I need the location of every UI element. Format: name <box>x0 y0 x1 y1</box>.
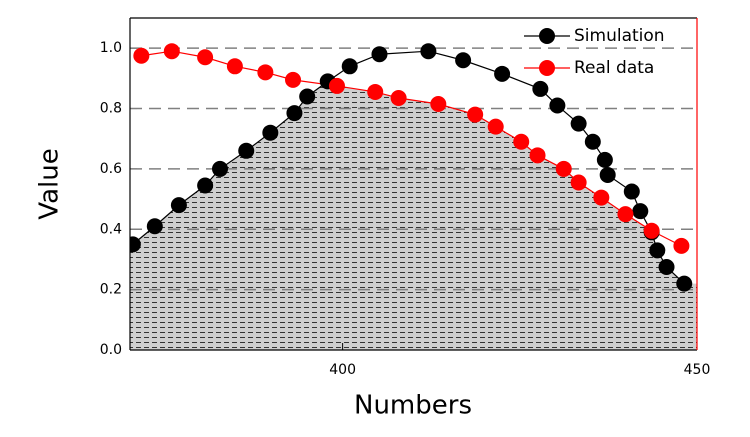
data-point <box>371 46 388 63</box>
data-point <box>262 124 279 141</box>
legend-marker <box>539 28 555 44</box>
data-point <box>676 275 693 292</box>
data-point <box>430 96 447 113</box>
x-axis-title: Numbers <box>354 391 472 421</box>
data-point <box>467 106 484 123</box>
y-tick-label: 0.6 <box>100 161 122 177</box>
legend-label: Simulation <box>574 26 665 46</box>
y-tick-label: 1.0 <box>100 40 122 56</box>
data-point <box>257 64 274 81</box>
data-point <box>570 115 587 132</box>
y-tick-label: 0.8 <box>100 101 122 117</box>
data-point <box>532 80 549 97</box>
data-point <box>285 71 302 88</box>
data-point <box>658 259 675 275</box>
data-point <box>673 237 690 254</box>
y-axis-title: Value <box>35 148 65 219</box>
data-point <box>226 58 243 75</box>
data-point <box>555 160 572 177</box>
data-point <box>599 166 616 183</box>
data-point <box>593 189 610 206</box>
data-point <box>197 49 214 66</box>
data-point <box>130 236 141 253</box>
legend-label: Real data <box>574 58 654 78</box>
y-tick-label: 0.0 <box>100 342 122 358</box>
data-point <box>649 242 666 259</box>
data-point <box>328 77 345 94</box>
x-tick-label: 400 <box>329 362 356 378</box>
x-tick-label: 450 <box>684 362 711 378</box>
data-point <box>197 177 214 194</box>
data-point <box>487 118 504 135</box>
data-point <box>529 147 546 164</box>
data-point <box>596 151 613 168</box>
data-point <box>643 222 660 239</box>
data-point <box>299 88 316 105</box>
data-point <box>341 58 358 75</box>
overlap-area <box>130 84 697 350</box>
y-tick-label: 0.4 <box>100 221 122 237</box>
data-point <box>494 65 511 82</box>
data-point <box>286 105 303 122</box>
data-point <box>570 174 587 191</box>
data-point <box>133 47 150 64</box>
legend-marker <box>539 60 555 76</box>
data-point <box>170 197 187 214</box>
data-point <box>584 133 601 150</box>
data-point <box>617 206 634 223</box>
data-point <box>549 97 566 114</box>
data-point <box>420 43 437 60</box>
data-point <box>163 43 180 60</box>
data-point <box>238 142 255 159</box>
data-point <box>212 160 229 177</box>
data-point <box>390 89 407 106</box>
data-point <box>455 52 472 69</box>
data-point <box>513 133 530 150</box>
y-tick-label: 0.2 <box>100 282 122 298</box>
data-point <box>367 83 384 100</box>
data-point <box>632 203 649 220</box>
data-point <box>146 218 163 235</box>
data-point <box>623 183 640 200</box>
